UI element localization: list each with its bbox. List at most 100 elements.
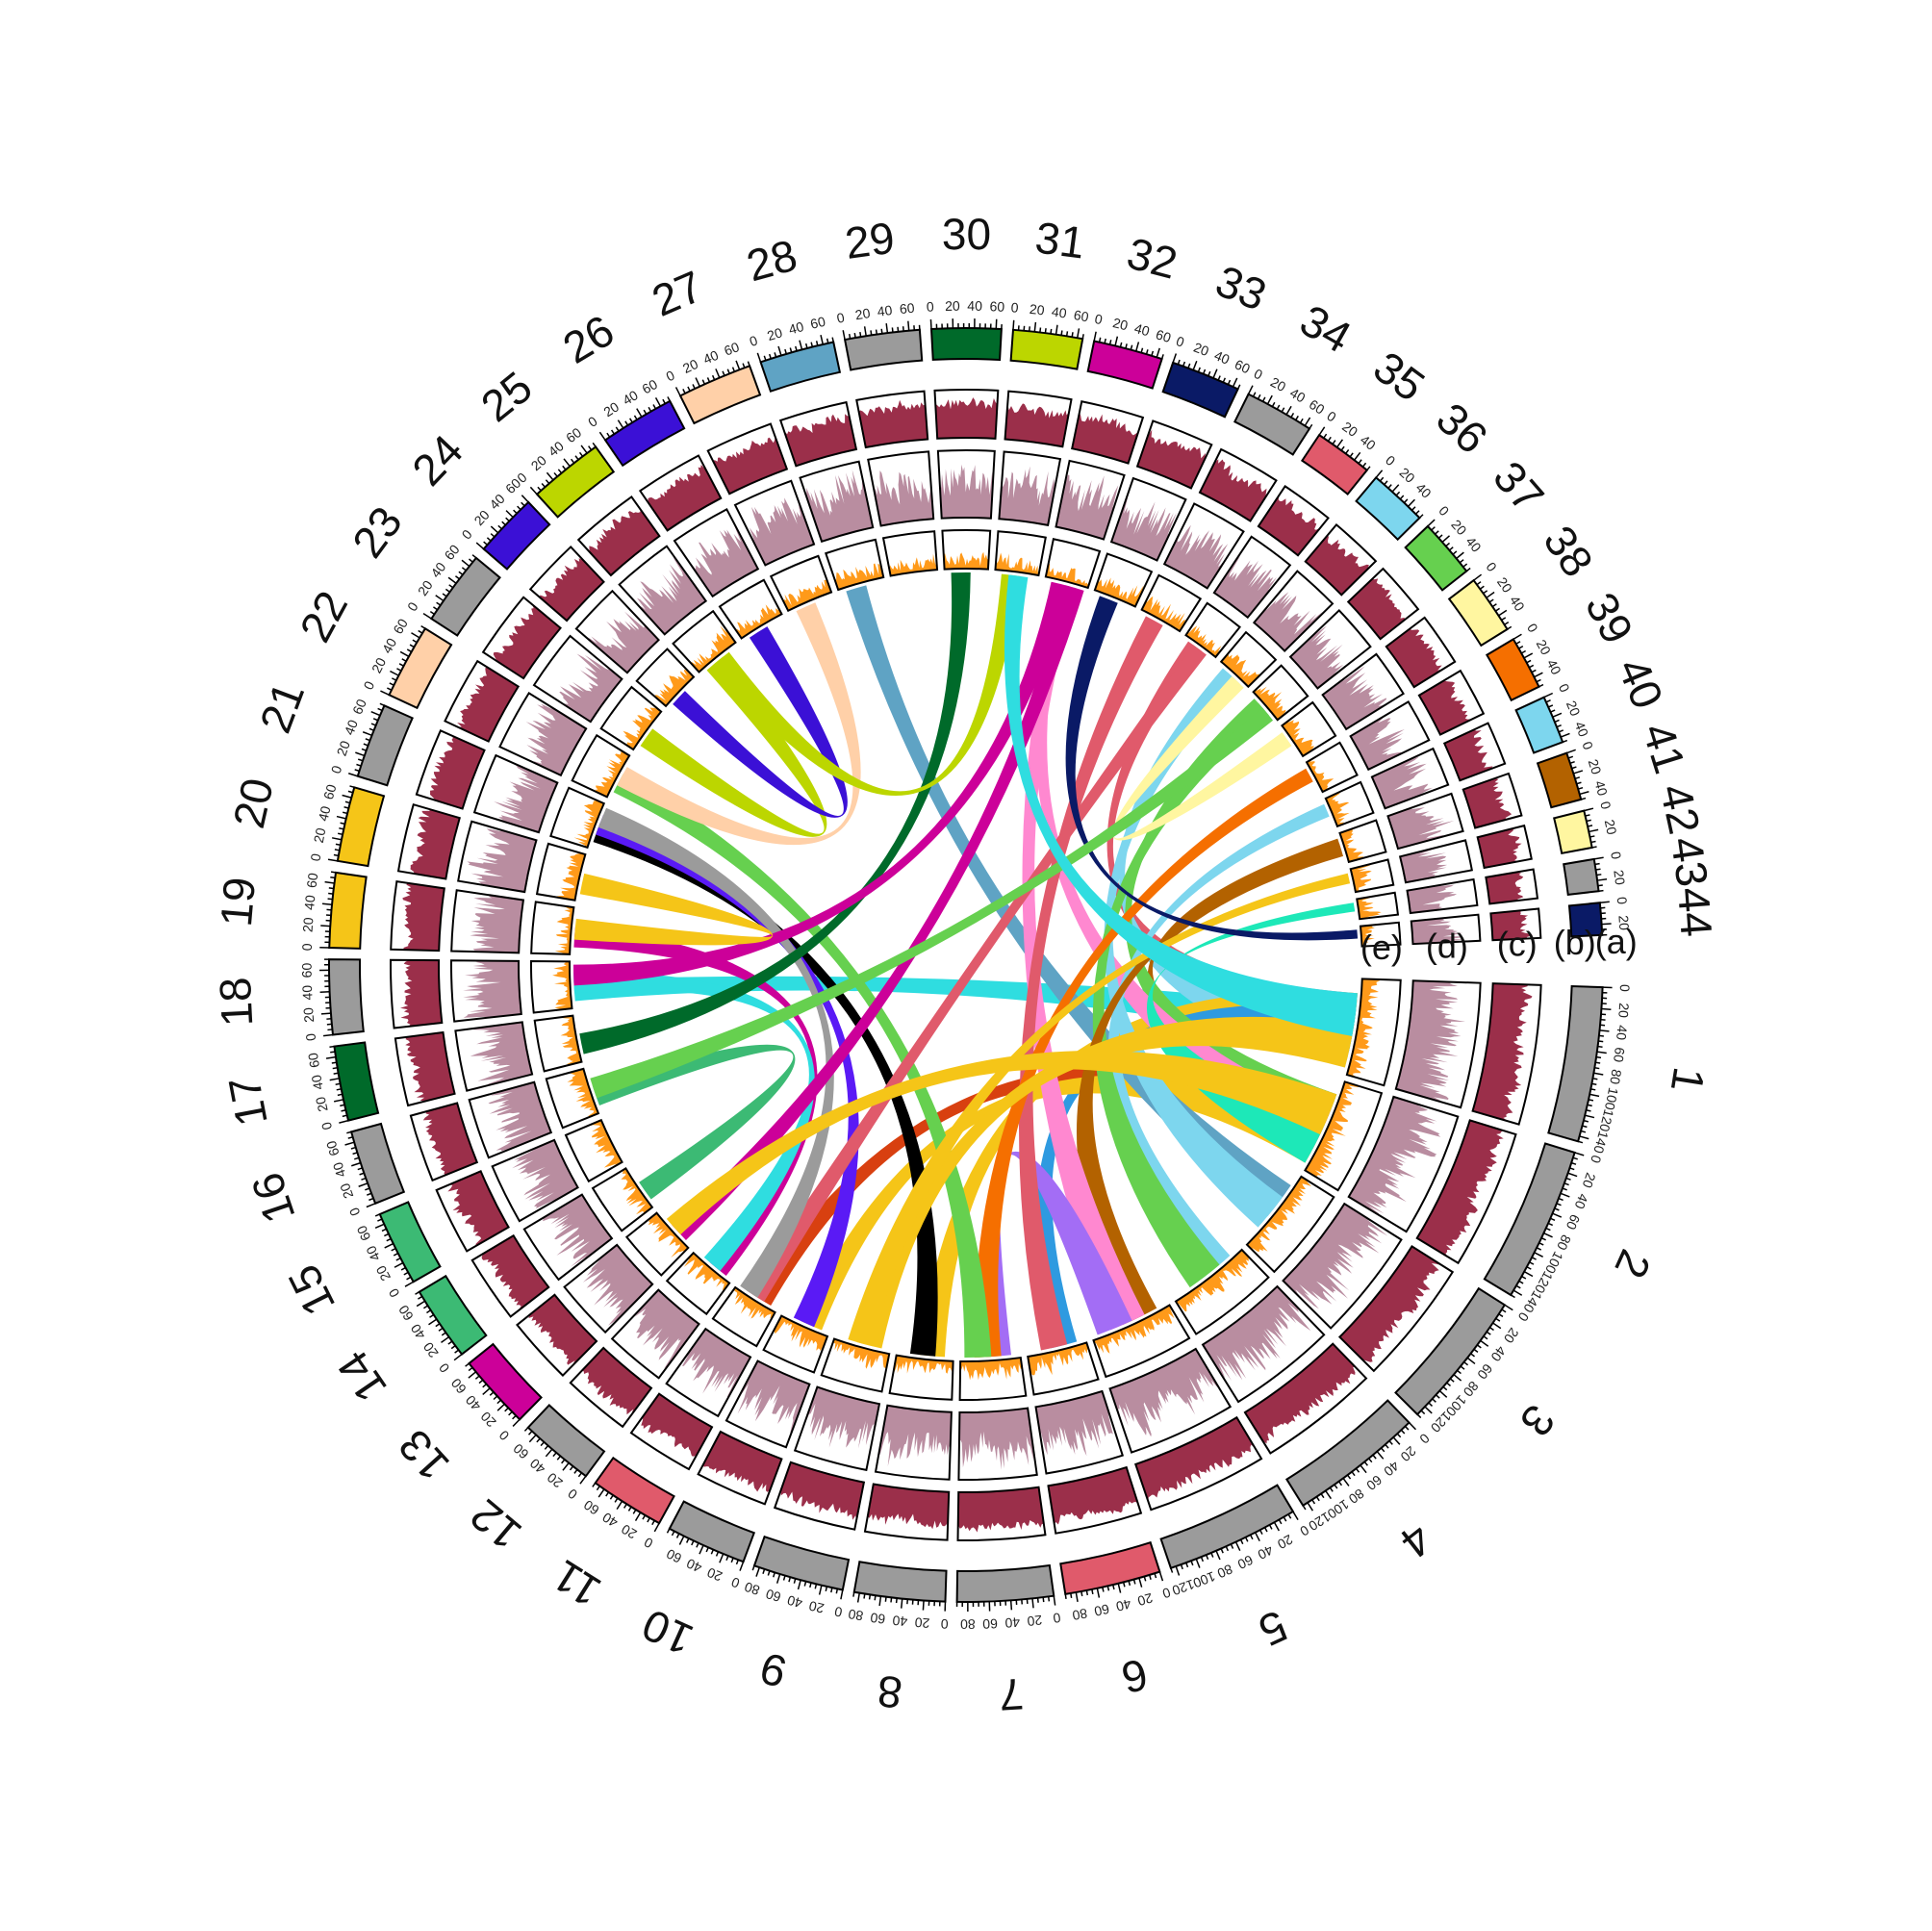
- tick-label: 100: [1602, 1086, 1621, 1111]
- chromosome-19[interactable]: [390, 880, 575, 955]
- ideogram-40[interactable]: [1514, 696, 1564, 754]
- chromosome-30[interactable]: [933, 389, 1000, 571]
- chromosome-6[interactable]: [1027, 1341, 1143, 1535]
- chromosome-43[interactable]: [1356, 868, 1539, 921]
- ideogram-17[interactable]: [333, 1041, 380, 1122]
- ideogram-13[interactable]: [468, 1342, 543, 1421]
- chromosome-11[interactable]: [629, 1285, 776, 1471]
- chromosome-20[interactable]: [396, 802, 587, 902]
- ideogram-33[interactable]: [1161, 361, 1239, 419]
- tick-label: 20: [300, 917, 317, 933]
- chromosome-3[interactable]: [1245, 1175, 1455, 1373]
- chromosome-39[interactable]: [1305, 669, 1486, 794]
- chromosome-10[interactable]: [697, 1314, 829, 1506]
- ideogram-12[interactable]: [526, 1404, 606, 1478]
- ideogram-18[interactable]: [328, 958, 365, 1036]
- chromosome-22[interactable]: [444, 659, 631, 799]
- chromosome-41[interactable]: [1338, 772, 1523, 864]
- ideogram-7[interactable]: [955, 1563, 1055, 1603]
- chromosome-42[interactable]: [1349, 824, 1533, 894]
- tick-label: 60: [1563, 1212, 1584, 1232]
- chromosome-37[interactable]: [1252, 567, 1420, 722]
- chromosome-18[interactable]: [390, 958, 573, 1029]
- ideogram-41[interactable]: [1536, 751, 1583, 809]
- ideogram-24[interactable]: [482, 500, 551, 571]
- ideogram-23[interactable]: [430, 556, 501, 637]
- ideogram-35[interactable]: [1300, 433, 1369, 495]
- ideogram-3[interactable]: [1394, 1286, 1507, 1416]
- chromosome-2[interactable]: [1304, 1080, 1517, 1265]
- chromosome-21[interactable]: [415, 729, 606, 850]
- chromosome-16[interactable]: [409, 1067, 600, 1182]
- chromosome-15[interactable]: [435, 1118, 623, 1253]
- ideogram-27[interactable]: [678, 365, 762, 425]
- ideogram-22[interactable]: [388, 626, 453, 710]
- ideogram-11[interactable]: [594, 1456, 675, 1525]
- ideogram-29[interactable]: [843, 328, 924, 371]
- chromosome-13[interactable]: [516, 1211, 690, 1378]
- ideogram-6[interactable]: [1059, 1540, 1161, 1596]
- ideogram-4[interactable]: [1284, 1399, 1411, 1508]
- ideogram-20[interactable]: [336, 786, 386, 868]
- chromosome-9[interactable]: [773, 1337, 891, 1531]
- chromosome-1[interactable]: [1345, 978, 1542, 1126]
- tick-label: 60: [1235, 1552, 1256, 1572]
- ideogram-37[interactable]: [1404, 524, 1468, 592]
- chromosome-34[interactable]: [1140, 447, 1278, 633]
- ideogram-43[interactable]: [1563, 857, 1600, 897]
- chromosome-4[interactable]: [1174, 1248, 1368, 1455]
- ideogram-30[interactable]: [929, 327, 1003, 362]
- chromosome-23[interactable]: [481, 596, 663, 751]
- ideogram-9[interactable]: [752, 1535, 851, 1591]
- tick-label: 40: [363, 1243, 383, 1263]
- chromosome-14[interactable]: [470, 1167, 654, 1318]
- ideogram-36[interactable]: [1355, 475, 1421, 542]
- ideogram-28[interactable]: [759, 341, 842, 393]
- chromosome-5[interactable]: [1092, 1304, 1263, 1512]
- chromosome-33[interactable]: [1093, 419, 1213, 608]
- chromosome-24[interactable]: [528, 546, 696, 708]
- chromosome-35[interactable]: [1184, 484, 1330, 659]
- ideogram-21[interactable]: [356, 703, 414, 787]
- ideogram-44[interactable]: [1567, 902, 1604, 938]
- ideogram-26[interactable]: [603, 399, 686, 468]
- ideogram-8[interactable]: [852, 1561, 948, 1603]
- ideogram-19[interactable]: [328, 871, 368, 950]
- ideogram-16[interactable]: [349, 1122, 406, 1206]
- chromosome-27[interactable]: [706, 422, 833, 613]
- ideogram-42[interactable]: [1553, 809, 1593, 855]
- ideogram-39[interactable]: [1485, 638, 1540, 702]
- track-e-histogram: [558, 1015, 582, 1065]
- ideogram-5[interactable]: [1159, 1484, 1295, 1570]
- chromosome-38[interactable]: [1280, 616, 1457, 758]
- chromosome-17[interactable]: [394, 1014, 583, 1107]
- ideogram-1[interactable]: [1547, 984, 1604, 1143]
- ideogram-32[interactable]: [1086, 340, 1163, 390]
- ideogram-15[interactable]: [378, 1201, 442, 1283]
- chromosome-26[interactable]: [638, 454, 783, 640]
- track-d-frame: [957, 1407, 1038, 1481]
- track-c-frame: [1304, 522, 1378, 597]
- track-c-frame: [528, 546, 605, 622]
- chromosome-7[interactable]: [956, 1356, 1047, 1541]
- ideogram-10[interactable]: [668, 1500, 756, 1563]
- track-e-frame: [1245, 1175, 1335, 1274]
- chromosome-25[interactable]: [576, 495, 737, 673]
- chromosome-12[interactable]: [569, 1251, 731, 1429]
- chromosome-28[interactable]: [778, 400, 885, 592]
- chromosome-31[interactable]: [994, 390, 1073, 577]
- chromosome-32[interactable]: [1044, 400, 1145, 590]
- chromosome-36[interactable]: [1219, 522, 1378, 689]
- ideogram-14[interactable]: [418, 1274, 488, 1356]
- ideogram-34[interactable]: [1233, 393, 1311, 456]
- chromosome-44[interactable]: [1359, 907, 1542, 948]
- ideogram-38[interactable]: [1447, 578, 1509, 648]
- chromosome-29[interactable]: [855, 390, 939, 577]
- ideogram-25[interactable]: [535, 445, 616, 519]
- chromosome-40[interactable]: [1324, 722, 1507, 828]
- ideogram-31[interactable]: [1009, 328, 1084, 370]
- ideogram-2[interactable]: [1483, 1142, 1576, 1297]
- chromosome-8[interactable]: [863, 1354, 954, 1541]
- track-d-frame: [1034, 1389, 1125, 1475]
